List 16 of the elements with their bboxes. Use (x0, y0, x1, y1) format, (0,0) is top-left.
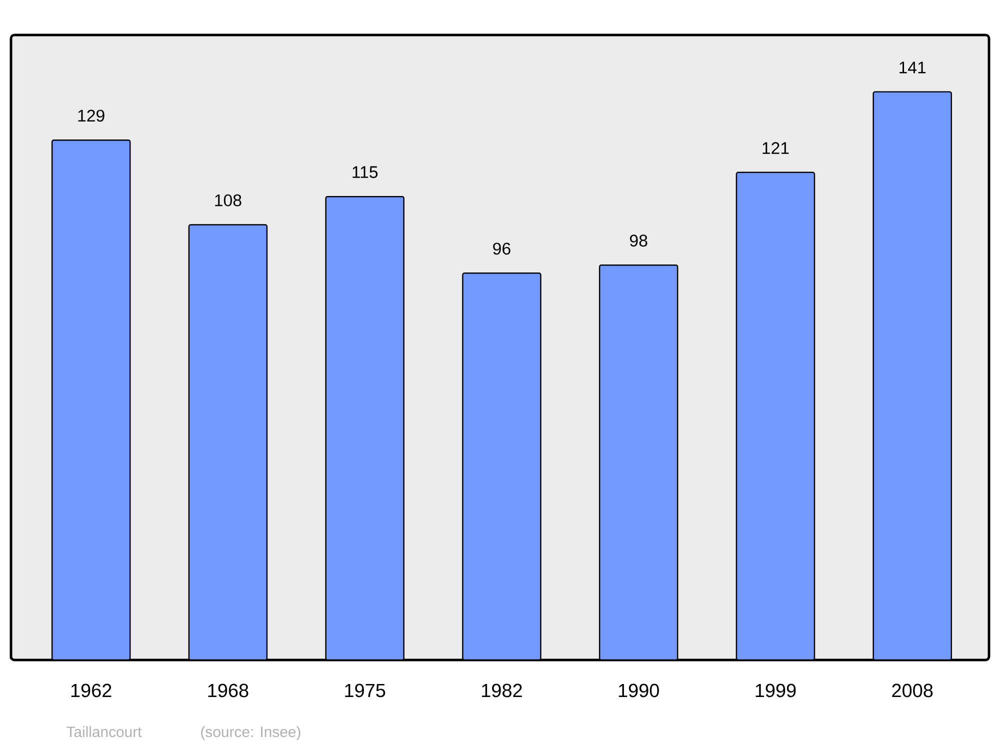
x-tick-label: 1990 (618, 684, 659, 698)
data-label: 115 (352, 166, 378, 178)
data-label: 96 (493, 242, 510, 255)
x-tick-label: 1975 (345, 684, 386, 698)
x-tick-label: 2008 (892, 684, 933, 698)
data-label: 98 (630, 234, 648, 247)
x-tick-label: 1968 (208, 684, 248, 698)
text: (source: Insee) (201, 726, 300, 740)
data-label: 129 (78, 110, 104, 122)
x-tick-label: 1999 (756, 684, 796, 698)
data-label: 121 (762, 142, 789, 154)
x-tick-label: 1962 (71, 684, 112, 698)
data-label: 141 (900, 62, 926, 74)
x-tick-label: 1982 (482, 684, 522, 698)
data-label: 108 (215, 194, 242, 206)
text: Taillancourt (66, 726, 142, 738)
